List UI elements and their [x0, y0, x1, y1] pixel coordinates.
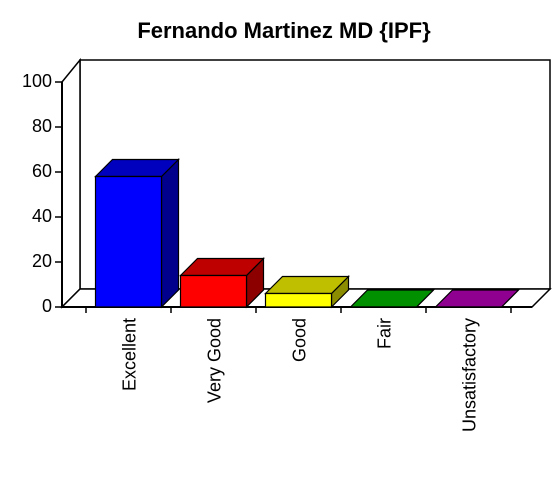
bar-front	[264, 292, 333, 308]
bar	[349, 289, 435, 308]
y-tick-label: 60	[32, 161, 52, 181]
y-tick-label: 40	[32, 206, 52, 226]
x-tick-label: Good	[289, 318, 309, 362]
bar	[179, 257, 265, 309]
bar-side	[160, 158, 180, 309]
bar-front	[94, 175, 163, 308]
x-tick-label: Very Good	[204, 318, 224, 403]
x-tick-label: Excellent	[119, 318, 139, 391]
y-tick-label: 20	[32, 251, 52, 271]
bar-front	[179, 274, 248, 308]
y-tick-label: 100	[22, 71, 52, 91]
side-wall	[61, 57, 81, 309]
bar	[94, 158, 180, 309]
x-tick-label: Unsatisfactory	[459, 318, 479, 432]
bar	[264, 275, 350, 309]
bar	[434, 289, 520, 308]
y-tick-label: 0	[42, 296, 52, 316]
y-tick-label: 80	[32, 116, 52, 136]
chart-title: Fernando Martinez MD {IPF}	[137, 18, 431, 43]
x-tick-label: Fair	[374, 318, 394, 349]
